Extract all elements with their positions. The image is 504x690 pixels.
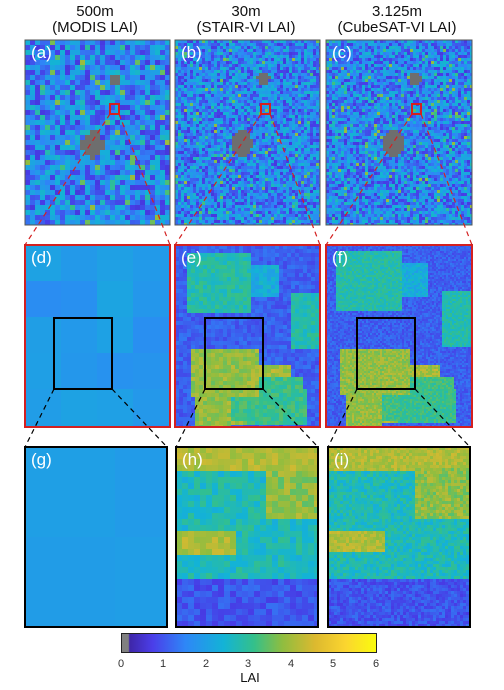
column-title-product: (MODIS LAI)	[52, 19, 138, 36]
column-title-product: (CubeSAT-VI LAI)	[337, 19, 457, 36]
colorbar-tick: 1	[159, 658, 167, 670]
column-title-modis: 500m (MODIS LAI)	[20, 4, 170, 36]
column-title-product: (STAIR-VI LAI)	[196, 19, 296, 36]
colorbar-tick: 4	[287, 658, 295, 670]
column-title-resolution: 3.125m	[371, 3, 423, 20]
panel-g-modis-detail: (g)	[25, 447, 167, 627]
lai-colorbar	[121, 633, 377, 653]
panel-label: (f)	[332, 248, 349, 267]
lai-raster	[328, 447, 470, 627]
lai-raster	[25, 447, 167, 627]
panel-f-cubesat-zoom: (f)	[326, 245, 472, 427]
lai-raster	[176, 447, 318, 627]
panel-h-stair-detail: (h)	[176, 447, 318, 627]
colorbar-tick: 0	[117, 658, 125, 670]
column-title-resolution: 30m	[231, 3, 261, 20]
lai-raster	[25, 40, 170, 225]
panel-i-cubesat-detail: (i)	[328, 447, 470, 627]
lai-raster	[175, 245, 320, 427]
column-title-cubesat: 3.125m (CubeSAT-VI LAI)	[322, 4, 472, 36]
panel-label: (d)	[31, 248, 52, 267]
lai-raster	[326, 40, 472, 225]
panel-e-stair-zoom: (e)	[175, 245, 320, 427]
panel-a-modis-lai-map: (a)	[25, 40, 170, 225]
colorbar-tick: 6	[372, 658, 380, 670]
colorbar-tick: 2	[202, 658, 210, 670]
colorbar-tick: 3	[244, 658, 252, 670]
lai-raster	[175, 40, 320, 225]
panel-label: (e)	[181, 248, 202, 267]
colorbar-label: LAI	[240, 670, 260, 685]
panel-label: (h)	[182, 450, 203, 469]
panel-label: (c)	[332, 43, 352, 62]
lai-raster	[25, 245, 170, 427]
panel-d-modis-zoom: (d)	[25, 245, 170, 427]
panel-label: (a)	[31, 43, 52, 62]
column-title-stair: 30m (STAIR-VI LAI)	[171, 4, 321, 36]
panel-c-cubesat-lai-map: (c)	[326, 40, 472, 225]
panel-label: (i)	[334, 450, 350, 469]
column-title-resolution: 500m	[76, 3, 114, 20]
panel-b-stair-lai-map: (b)	[175, 40, 320, 225]
panel-label: (g)	[31, 450, 52, 469]
colorbar-tick: 5	[329, 658, 337, 670]
panel-label: (b)	[181, 43, 202, 62]
lai-raster	[326, 245, 472, 427]
